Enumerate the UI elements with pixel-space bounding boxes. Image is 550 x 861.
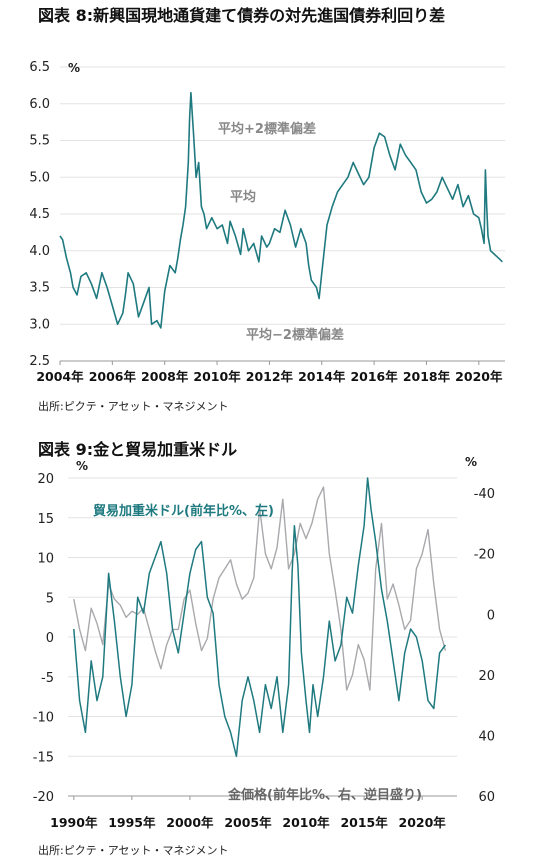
annotation-mean: 平均 xyxy=(230,189,256,205)
chart1-title: 図表 8:新興国現地通貨建て債券の対先進国債券利回り差 xyxy=(38,6,446,25)
y-tick-label: 6.0 xyxy=(29,97,50,112)
y-left-tick-label: 15 xyxy=(37,512,54,527)
x-tick-label: 2005年 xyxy=(224,815,272,830)
x-tick-label: 2006年 xyxy=(89,369,137,384)
chart2-source: 出所:ピクテ・アセット・マネジメント xyxy=(38,844,229,857)
annotation-minus2sd: 平均−2標準偏差 xyxy=(246,327,344,343)
x-tick-label: 2010年 xyxy=(282,815,330,830)
annotation-plus2sd: 平均+2標準偏差 xyxy=(218,121,316,137)
y-tick-label: 6.5 xyxy=(29,60,50,75)
x-tick-label: 2010年 xyxy=(193,369,241,384)
y-right-tick-label: 0 xyxy=(487,608,495,623)
y-left-tick-label: -20 xyxy=(33,790,54,805)
chart1-source: 出所:ピクテ・アセット・マネジメント xyxy=(38,400,229,413)
y-tick-label: 5.5 xyxy=(29,134,50,149)
y-right-tick-label: -20 xyxy=(474,548,495,563)
y-left-tick-label: 0 xyxy=(46,631,54,646)
annotation-dollar: 貿易加重米ドル(前年比%、左) xyxy=(93,503,274,519)
y-tick-label: 2.5 xyxy=(29,354,50,369)
y-tick-label: 4.5 xyxy=(29,207,50,222)
x-tick-label: 2008年 xyxy=(141,369,189,384)
x-tick-label: 2020年 xyxy=(455,369,503,384)
y-right-tick-label: 20 xyxy=(478,669,495,684)
y-tick-label: 3.5 xyxy=(29,281,50,296)
y-left-tick-label: 20 xyxy=(37,472,54,487)
y-right-tick-label: 60 xyxy=(478,790,495,805)
spread-series-line xyxy=(59,91,503,329)
y-right-tick-label: -40 xyxy=(474,487,495,502)
y-tick-label: 4.0 xyxy=(29,244,50,259)
gold-series-line xyxy=(73,486,447,691)
y-left-tick-label: -10 xyxy=(33,711,54,726)
annotation-gold: 金価格(前年比%、右、逆目盛り) xyxy=(227,787,422,803)
y-tick-label: 5.0 xyxy=(29,170,50,185)
y-left-tick-label: -15 xyxy=(33,750,54,765)
x-tick-label: 1990年 xyxy=(50,815,98,830)
x-tick-label: 2018年 xyxy=(403,369,451,384)
x-tick-label: 2014年 xyxy=(298,369,346,384)
chart2-title: 図表 9:金と貿易加重米ドル xyxy=(38,440,238,459)
y-right-unit-label: % xyxy=(465,455,477,469)
x-tick-label: 2016年 xyxy=(350,369,398,384)
chart1-plot: 6.5 6.0 5.5 5.0 4.5 4.0 3.5 3.0 2.5% 2004年 2006年 20… xyxy=(29,60,505,384)
y-left-unit-label: % xyxy=(76,459,88,473)
x-tick-label: 2015年 xyxy=(340,815,388,830)
y-tick-label: 3.0 xyxy=(29,317,50,332)
y-left-tick-label: 5 xyxy=(46,591,54,606)
dollar-series-line xyxy=(73,477,447,758)
y-left-tick-label: -5 xyxy=(41,671,54,686)
x-tick-label: 2000年 xyxy=(166,815,214,830)
x-tick-label: 2004年 xyxy=(36,369,84,384)
x-tick-label: 1995年 xyxy=(108,815,156,830)
y-left-tick-label: 10 xyxy=(37,552,54,567)
x-tick-label: 2012年 xyxy=(246,369,294,384)
y-unit-label: % xyxy=(68,61,80,75)
x-tick-label: 2020年 xyxy=(399,815,447,830)
y-right-tick-label: 40 xyxy=(478,729,495,744)
